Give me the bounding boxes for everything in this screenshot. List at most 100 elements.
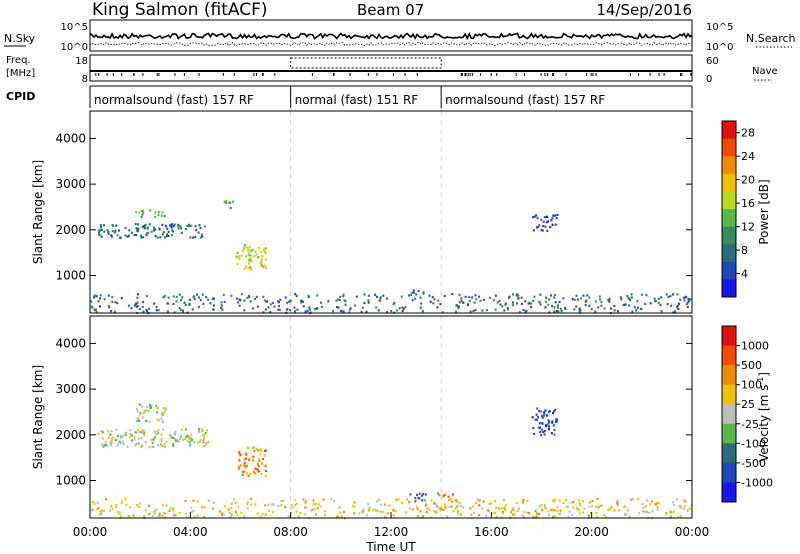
echo-cell: [684, 500, 687, 503]
echo-cell: [135, 431, 138, 434]
echo-cell: [114, 438, 117, 441]
echo-cell: [245, 453, 248, 456]
echo-cell: [500, 507, 503, 510]
echo-cell: [100, 509, 103, 512]
echo-cell: [91, 306, 94, 309]
echo-cell: [138, 403, 141, 406]
echo-cell: [308, 308, 311, 311]
colorbar-cell: [722, 138, 736, 157]
colorbar-cell: [722, 404, 736, 425]
noise-search-trace: [89, 41, 693, 46]
echo-cell: [196, 500, 199, 503]
echo-cell: [571, 513, 573, 517]
echo-cell: [146, 309, 148, 313]
echo-cell: [239, 299, 242, 302]
echo-cell: [188, 441, 191, 444]
echo-cell: [455, 304, 458, 307]
y-tick-label: 1000: [55, 269, 86, 283]
echo-cell: [260, 251, 263, 254]
echo-cell: [540, 229, 543, 232]
echo-cell: [352, 504, 355, 508]
echo-cell: [140, 234, 143, 237]
echo-cell: [532, 427, 535, 430]
echo-cell: [436, 306, 439, 309]
echo-cell: [120, 434, 123, 437]
echo-cell: [252, 455, 255, 458]
echo-cell: [228, 511, 231, 514]
echo-cell: [565, 505, 568, 508]
echo-cell: [191, 438, 194, 441]
echo-cell: [531, 416, 534, 419]
colorbar-cell: [722, 209, 736, 228]
echo-cell: [572, 500, 575, 504]
echo-cell: [126, 235, 129, 238]
echo-cell: [207, 499, 210, 502]
echo-cell: [188, 224, 191, 227]
echo-cell: [139, 412, 142, 415]
colorbar-cell: [722, 121, 736, 140]
echo-cell: [526, 499, 529, 502]
echo-cell: [121, 499, 123, 502]
cpid-segments: normalsound (fast) 157 RF normal (fast) 1…: [89, 86, 693, 108]
echo-cell: [154, 509, 157, 512]
echo-cell: [120, 297, 123, 300]
echo-cell: [404, 306, 407, 309]
echo-cell: [109, 441, 112, 444]
echo-cell: [110, 441, 113, 444]
echo-cell: [363, 293, 366, 296]
echo-cell: [584, 300, 587, 303]
echo-cell: [151, 441, 154, 444]
echo-cell: [250, 268, 253, 271]
echo-cell: [545, 221, 548, 224]
velocity-colorbar: 1000 500 100 25 -25 -100 -500 -1000: [721, 325, 773, 503]
echo-cell: [143, 432, 146, 435]
echo-cell: [246, 296, 249, 299]
echo-cell: [520, 296, 523, 299]
echo-cell: [258, 459, 261, 462]
echo-cell: [163, 215, 166, 218]
echo-cell: [556, 306, 559, 309]
echo-cell: [381, 510, 384, 513]
echo-cell: [656, 505, 659, 509]
echo-cell: [342, 295, 345, 298]
echo-cell: [282, 499, 285, 503]
echo-cell: [100, 430, 103, 433]
echo-cell: [649, 503, 652, 506]
echo-cell: [408, 501, 411, 504]
echo-cell: [178, 511, 181, 515]
echo-cell: [190, 433, 193, 436]
freq-right-tick-top: 60: [706, 56, 719, 67]
echo-cell: [100, 513, 103, 516]
y-tick-label: 3000: [55, 177, 86, 191]
echo-cell: [436, 505, 438, 508]
echo-cell: [228, 201, 231, 204]
echo-cell: [99, 297, 102, 300]
echo-cell: [150, 438, 153, 441]
echo-cell: [546, 229, 549, 232]
echo-cell: [157, 432, 160, 435]
echo-cell: [335, 306, 338, 309]
colorbar-cell: [722, 261, 736, 280]
echo-cell: [471, 505, 474, 508]
echo-cell: [158, 419, 161, 422]
echo-cell: [501, 305, 504, 308]
echo-cell: [192, 510, 195, 513]
echo-cell: [367, 509, 370, 512]
echo-cell: [409, 507, 412, 510]
echo-cell: [273, 305, 276, 308]
echo-cell: [280, 500, 283, 503]
echo-cell: [140, 437, 143, 440]
echo-cell: [295, 294, 298, 297]
echo-cell: [456, 505, 459, 508]
echo-cell: [111, 235, 113, 238]
echo-cell: [212, 308, 215, 311]
echo-cell: [481, 309, 484, 312]
echo-cell: [578, 509, 580, 512]
echo-cell: [591, 505, 594, 508]
echo-cell: [136, 429, 139, 432]
echo-cell: [262, 249, 265, 252]
echo-cell: [135, 442, 138, 446]
echo-cell: [243, 309, 246, 312]
echo-cell: [161, 412, 164, 415]
